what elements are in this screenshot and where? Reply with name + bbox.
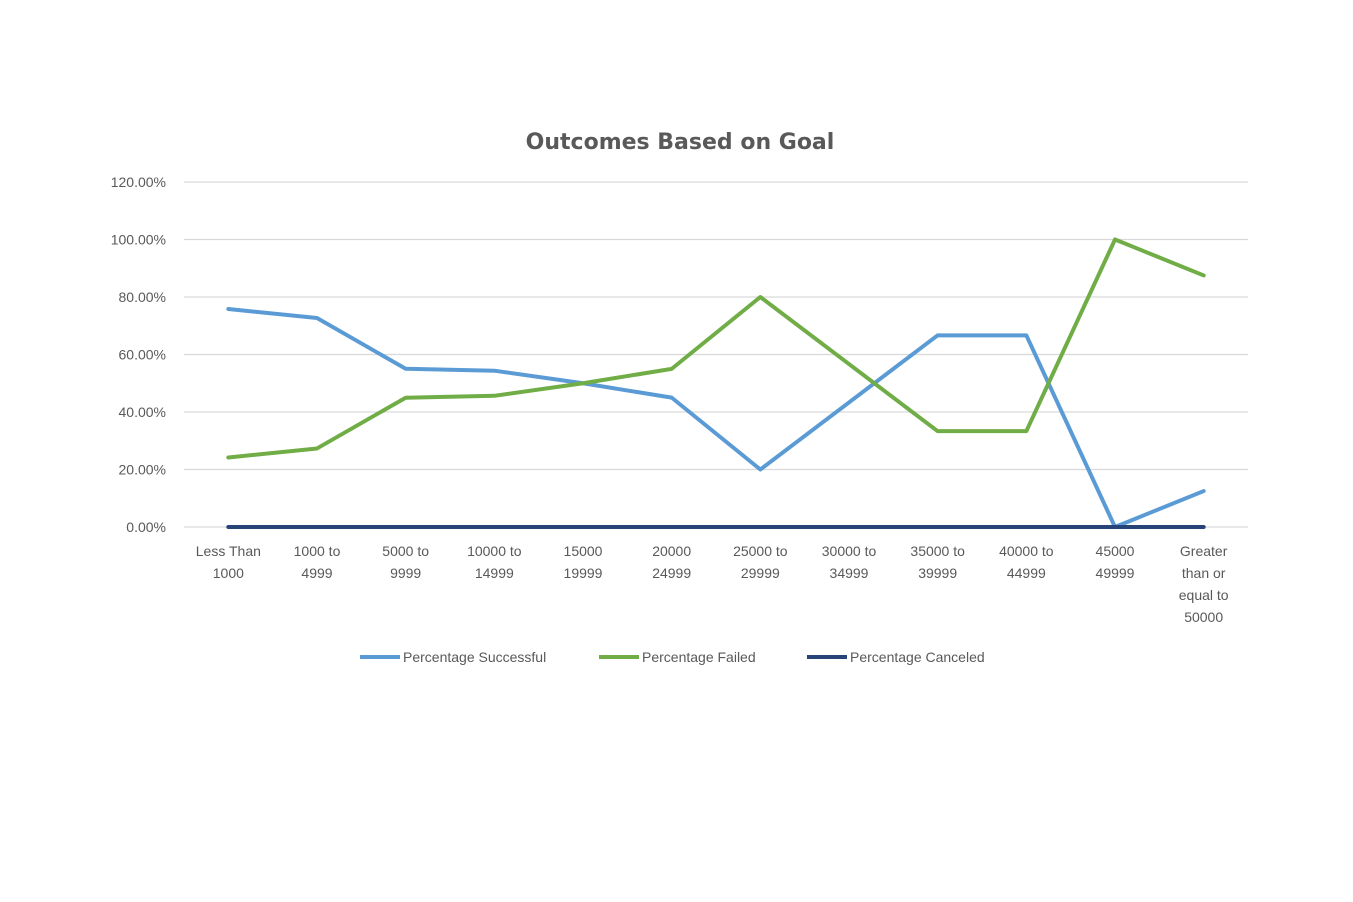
x-tick-label: 1000 to 4999 bbox=[294, 543, 341, 581]
x-tick-label: 40000 to 44999 bbox=[999, 543, 1054, 581]
chart-title: Outcomes Based on Goal bbox=[526, 130, 835, 155]
y-tick-label: 20.00% bbox=[119, 462, 166, 478]
legend: Percentage Successful Percentage Failed Pe… bbox=[360, 649, 985, 665]
x-tick-label: 10000 to 14999 bbox=[467, 543, 522, 581]
legend-label: Percentage Canceled bbox=[850, 649, 985, 665]
y-tick-label: 80.00% bbox=[119, 289, 166, 305]
y-tick-label: 0.00% bbox=[126, 519, 166, 535]
x-tick-label: 15000 19999 bbox=[564, 543, 603, 581]
legend-label: Percentage Failed bbox=[642, 649, 756, 665]
gridlines bbox=[184, 181, 1248, 528]
y-tick-label: 100.00% bbox=[111, 232, 166, 248]
x-tick-label: 30000 to 34999 bbox=[822, 543, 877, 581]
x-tick-label: 5000 to 9999 bbox=[382, 543, 429, 581]
y-tick-label: 120.00% bbox=[111, 174, 166, 190]
x-tick-label: 20000 24999 bbox=[652, 543, 691, 581]
y-axis-ticks: 0.00% 20.00% 40.00% 60.00% 80.00% 100.00% 120.… bbox=[111, 174, 166, 535]
series-lines bbox=[226, 237, 1206, 529]
x-tick-label: 45000 49999 bbox=[1096, 543, 1135, 581]
x-tick-label: 35000 to 39999 bbox=[910, 543, 965, 581]
x-tick-label: Greater than or equal to 50000 bbox=[1179, 543, 1229, 625]
y-tick-label: 40.00% bbox=[119, 404, 166, 420]
series-line-percentage-failed bbox=[226, 237, 1206, 460]
legend-label: Percentage Successful bbox=[403, 649, 546, 665]
x-tick-label: 25000 to 29999 bbox=[733, 543, 788, 581]
y-tick-label: 60.00% bbox=[119, 347, 166, 363]
x-axis-ticks: Less Than 1000 1000 to 4999 5000 to 9999 10000… bbox=[196, 543, 1229, 625]
x-tick-label: Less Than 1000 bbox=[196, 543, 261, 581]
series-line-percentage-successful bbox=[226, 307, 1206, 529]
